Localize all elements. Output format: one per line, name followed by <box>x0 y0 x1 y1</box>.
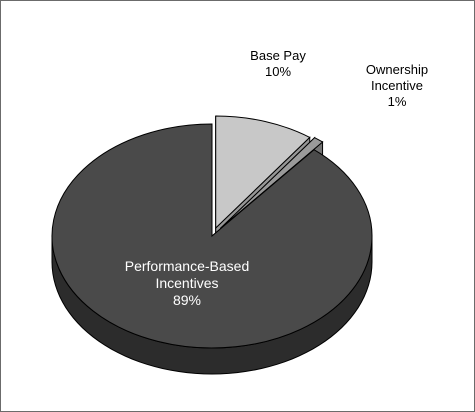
slice-top-ownership-incentive <box>220 137 324 229</box>
label-performance-name-1: Performance-Based <box>124 258 250 274</box>
label-performance-incentives: Performance-Based Incentives 89% <box>112 258 262 309</box>
label-base-pay: Base Pay 10% <box>238 48 318 80</box>
label-ownership-incentive: Ownership Incentive 1% <box>352 62 442 110</box>
slice-top-base-pay <box>215 115 311 230</box>
label-performance-name-2: Incentives <box>155 275 219 291</box>
slice-top-performance-based-incentives <box>51 123 373 349</box>
label-base-pay-value: 10% <box>264 64 292 79</box>
slice-performance-based-incentives <box>51 123 373 375</box>
label-performance-value: 89% <box>172 292 202 308</box>
label-base-pay-name: Base Pay <box>250 48 306 63</box>
label-ownership-name-2: Incentive <box>370 78 424 93</box>
label-ownership-value: 1% <box>387 94 407 109</box>
label-ownership-name-1: Ownership <box>365 62 429 77</box>
